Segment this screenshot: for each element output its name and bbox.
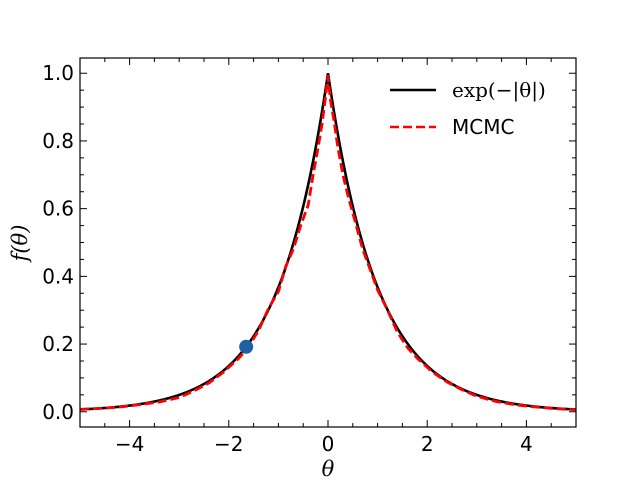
legend-label-mcmc: MCMC bbox=[452, 115, 514, 139]
x-axis-label: θ bbox=[322, 457, 335, 480]
x-tick-label: −2 bbox=[214, 432, 243, 456]
x-tick-label: 0 bbox=[322, 432, 335, 456]
legend: exp(−|θ|) MCMC bbox=[390, 78, 546, 139]
y-tick-label: 0.2 bbox=[42, 332, 74, 356]
y-tick-label: 0.0 bbox=[42, 400, 74, 424]
x-tick-label: −4 bbox=[115, 432, 144, 456]
y-tick-label: 1.0 bbox=[42, 61, 74, 85]
axis-ticks bbox=[79, 58, 577, 427]
tick-labels: −4 −2 0 2 4 0.0 0.2 0.4 0.6 0.8 1.0 bbox=[42, 61, 533, 456]
series-line-mcmc bbox=[80, 75, 576, 412]
x-tick-label: 4 bbox=[520, 432, 533, 456]
legend-label-exp: exp(−|θ|) bbox=[452, 78, 546, 103]
y-tick-label: 0.6 bbox=[42, 197, 74, 221]
marker-point bbox=[239, 339, 254, 354]
x-tick-label: 2 bbox=[421, 432, 434, 456]
y-tick-label: 0.4 bbox=[42, 264, 74, 288]
y-tick-label: 0.8 bbox=[42, 129, 74, 153]
y-axis-label: f(θ) bbox=[8, 225, 32, 264]
plot-frame bbox=[79, 57, 577, 428]
plot-area bbox=[80, 73, 576, 412]
